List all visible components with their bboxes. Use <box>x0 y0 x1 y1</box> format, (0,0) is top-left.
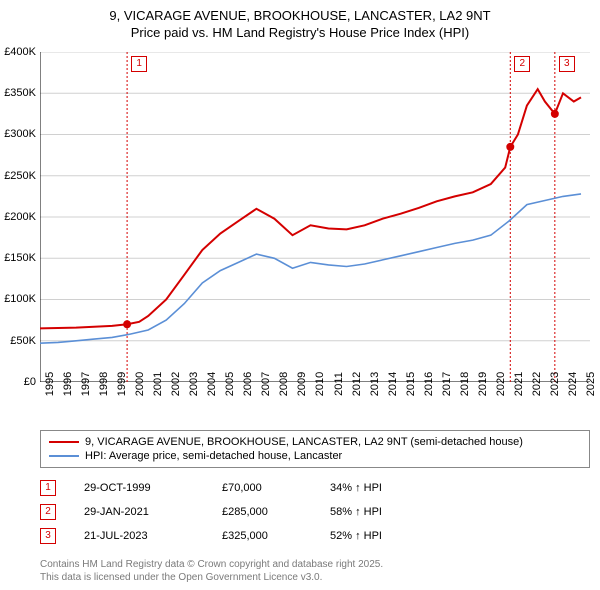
legend-label-hpi: HPI: Average price, semi-detached house,… <box>85 450 342 462</box>
plot-area: £0£50K£100K£150K£200K£250K£300K£350K£400… <box>40 52 590 382</box>
x-tick-label: 2002 <box>170 372 182 396</box>
x-tick-label: 2017 <box>441 372 453 396</box>
marker-box: 3 <box>559 56 575 72</box>
legend-row-property: 9, VICARAGE AVENUE, BROOKHOUSE, LANCASTE… <box>49 435 581 449</box>
footnote: Contains HM Land Registry data © Crown c… <box>40 558 590 584</box>
x-tick-label: 2004 <box>206 372 218 396</box>
x-tick-label: 2023 <box>549 372 561 396</box>
y-tick-label: £300K <box>4 128 36 140</box>
x-tick-label: 1996 <box>62 372 74 396</box>
marker-date: 29-JAN-2021 <box>84 506 194 518</box>
x-tick-label: 2009 <box>296 372 308 396</box>
x-tick-label: 2008 <box>278 372 290 396</box>
footnote-line2: This data is licensed under the Open Gov… <box>40 571 590 584</box>
x-axis-labels: 1995199619971998199920002001200220032004… <box>40 382 590 424</box>
y-tick-label: £400K <box>4 46 36 58</box>
marker-box: 2 <box>514 56 530 72</box>
x-tick-label: 2011 <box>333 372 345 396</box>
x-tick-label: 2018 <box>459 372 471 396</box>
y-tick-label: £150K <box>4 252 36 264</box>
x-tick-label: 2005 <box>224 372 236 396</box>
marker-pct: 58% ↑ HPI <box>330 506 382 518</box>
x-tick-label: 2010 <box>314 372 326 396</box>
x-tick-label: 2015 <box>405 372 417 396</box>
y-tick-label: £100K <box>4 293 36 305</box>
footnote-line1: Contains HM Land Registry data © Crown c… <box>40 558 590 571</box>
x-tick-label: 2025 <box>585 372 597 396</box>
chart-container: 9, VICARAGE AVENUE, BROOKHOUSE, LANCASTE… <box>0 0 600 584</box>
chart-title-line2: Price paid vs. HM Land Registry's House … <box>0 25 600 42</box>
marker-price: £325,000 <box>222 530 302 542</box>
marker-mini: 1 <box>40 480 56 496</box>
marker-row: 1 29-OCT-1999 £70,000 34% ↑ HPI <box>40 476 590 500</box>
x-tick-label: 2020 <box>495 372 507 396</box>
x-tick-label: 2013 <box>369 372 381 396</box>
x-tick-label: 2012 <box>351 372 363 396</box>
marker-box: 1 <box>131 56 147 72</box>
markers-table: 1 29-OCT-1999 £70,000 34% ↑ HPI 2 29-JAN-2021… <box>40 476 590 548</box>
marker-row: 3 21-JUL-2023 £325,000 52% ↑ HPI <box>40 524 590 548</box>
x-tick-label: 2016 <box>423 372 435 396</box>
marker-row: 2 29-JAN-2021 £285,000 58% ↑ HPI <box>40 500 590 524</box>
marker-price: £285,000 <box>222 506 302 518</box>
y-axis-labels: £0£50K£100K£150K£200K£250K£300K£350K£400… <box>0 52 38 382</box>
x-tick-label: 1995 <box>44 372 56 396</box>
marker-price: £70,000 <box>222 482 302 494</box>
x-tick-label: 2003 <box>188 372 200 396</box>
x-tick-label: 2019 <box>477 372 489 396</box>
legend-label-property: 9, VICARAGE AVENUE, BROOKHOUSE, LANCASTE… <box>85 436 523 448</box>
x-tick-label: 2000 <box>134 372 146 396</box>
x-tick-label: 2007 <box>260 372 272 396</box>
y-tick-label: £50K <box>10 335 36 347</box>
x-tick-label: 2024 <box>567 372 579 396</box>
marker-mini: 2 <box>40 504 56 520</box>
marker-date: 21-JUL-2023 <box>84 530 194 542</box>
chart-title-line1: 9, VICARAGE AVENUE, BROOKHOUSE, LANCASTE… <box>0 8 600 25</box>
x-tick-label: 2022 <box>531 372 543 396</box>
chart-titles: 9, VICARAGE AVENUE, BROOKHOUSE, LANCASTE… <box>0 0 600 42</box>
y-tick-label: £250K <box>4 170 36 182</box>
y-tick-label: £0 <box>24 376 36 388</box>
y-tick-label: £200K <box>4 211 36 223</box>
x-tick-label: 2021 <box>513 372 525 396</box>
x-tick-label: 1998 <box>98 372 110 396</box>
legend-row-hpi: HPI: Average price, semi-detached house,… <box>49 449 581 463</box>
x-tick-label: 1999 <box>116 372 128 396</box>
x-tick-label: 1997 <box>80 372 92 396</box>
marker-mini: 3 <box>40 528 56 544</box>
x-tick-label: 2001 <box>152 372 164 396</box>
plot-svg <box>40 52 590 382</box>
y-tick-label: £350K <box>4 87 36 99</box>
marker-pct: 34% ↑ HPI <box>330 482 382 494</box>
legend-swatch-hpi <box>49 455 79 457</box>
x-tick-label: 2006 <box>242 372 254 396</box>
legend: 9, VICARAGE AVENUE, BROOKHOUSE, LANCASTE… <box>40 430 590 468</box>
x-tick-label: 2014 <box>387 372 399 396</box>
marker-date: 29-OCT-1999 <box>84 482 194 494</box>
marker-pct: 52% ↑ HPI <box>330 530 382 542</box>
legend-swatch-property <box>49 441 79 443</box>
